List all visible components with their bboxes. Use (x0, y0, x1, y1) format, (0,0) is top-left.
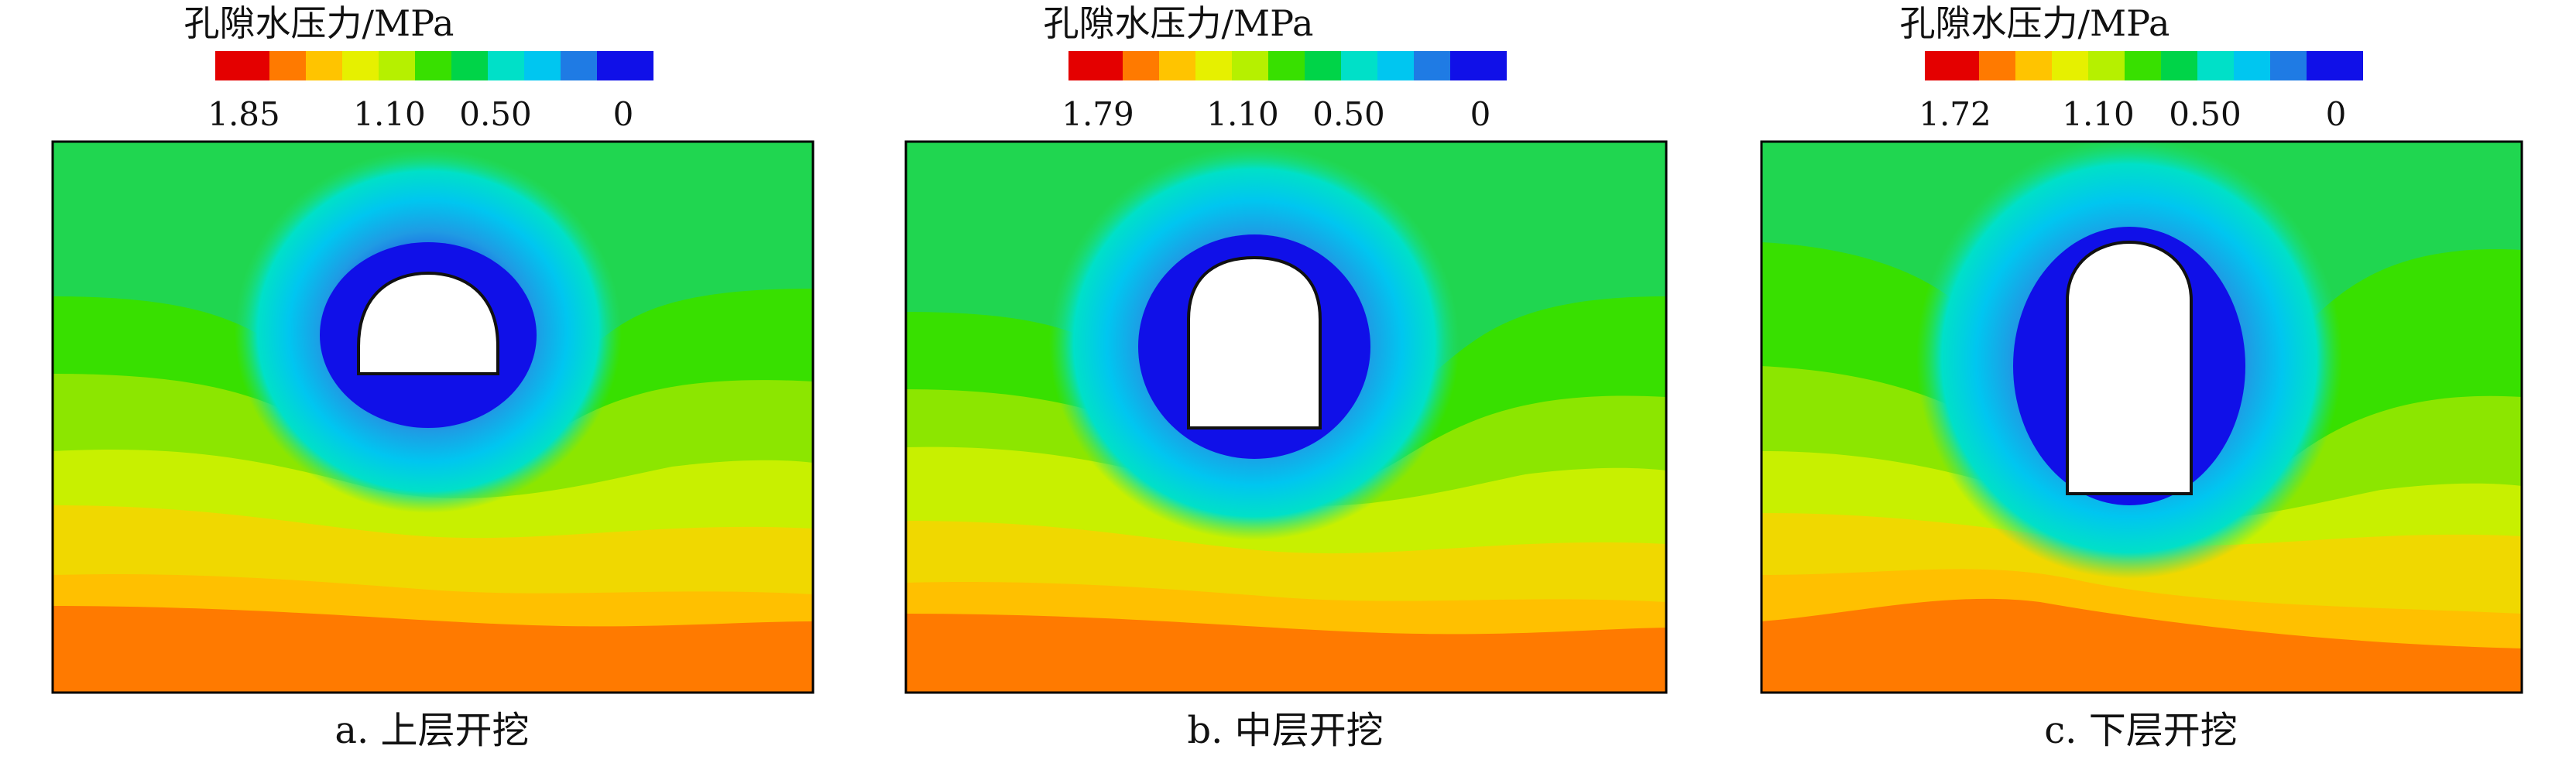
colorbar-a-swatch-6 (451, 51, 488, 80)
colorbar-a (215, 51, 653, 80)
tunnel-a (357, 271, 499, 375)
plot-frame-c (1760, 140, 2523, 694)
colorbar-a-swatch-4 (379, 51, 415, 80)
legend-title-c: 孔隙水压力/MPa (1900, 2, 2170, 44)
tick-c-0: 1.72 (1919, 95, 1991, 133)
colorbar-c-swatch-0 (1925, 51, 1979, 80)
caption-c: c. 下层开挖 (2044, 709, 2237, 752)
colorbar-c-swatch-7 (2197, 51, 2234, 80)
band-c-6 (1761, 598, 2522, 693)
colorbar-a-swatch-0 (215, 51, 269, 80)
colorbar-a-swatch-2 (306, 51, 342, 80)
tick-c-1: 1.10 (2062, 95, 2135, 133)
colorbar-c-swatch-6 (2161, 51, 2197, 80)
plot-frame-b (904, 140, 1668, 694)
colorbar-a-swatch-9 (561, 51, 597, 80)
colorbar-b-swatch-2 (1159, 51, 1195, 80)
tick-a-0: 1.85 (208, 95, 280, 133)
contour-plot-b (906, 142, 1666, 693)
colorbar-b-swatch-10 (1450, 51, 1507, 80)
colorbar-b-swatch-1 (1123, 51, 1159, 80)
tick-b-0: 1.79 (1062, 95, 1134, 133)
panel-b: 孔隙水压力/MPa 1.79 1.10 0.50 0 (904, 2, 1668, 752)
colorbar-c-swatch-9 (2270, 51, 2307, 80)
band-b-6 (906, 614, 1666, 693)
colorbar-a-swatch-8 (524, 51, 561, 80)
colorbar-c-swatch-1 (1979, 51, 2015, 80)
tunnel-c (2066, 240, 2193, 495)
colorbar-b-swatch-3 (1195, 51, 1232, 80)
colorbar-a-swatch-5 (415, 51, 451, 80)
tick-a-3: 0 (613, 95, 634, 133)
colorbar-c-swatch-5 (2125, 51, 2161, 80)
tick-b-1: 1.10 (1206, 95, 1279, 133)
band-a-6 (53, 606, 813, 693)
colorbar-c-swatch-8 (2234, 51, 2270, 80)
colorbar-c-swatch-2 (2015, 51, 2052, 80)
colorbar-c-swatch-10 (2307, 51, 2363, 80)
colorbar-b (1068, 51, 1507, 80)
tick-c-3: 0 (2326, 95, 2347, 133)
legend-title-a: 孔隙水压力/MPa (184, 2, 454, 44)
colorbar-a-swatch-7 (488, 51, 524, 80)
colorbar-a-swatch-3 (342, 51, 379, 80)
colorbar-b-swatch-5 (1268, 51, 1305, 80)
contour-plot-c (1761, 142, 2522, 693)
plot-frame-a (51, 140, 815, 694)
colorbar-c-swatch-4 (2088, 51, 2125, 80)
legend-title-b: 孔隙水压力/MPa (1044, 2, 1314, 44)
tick-a-1: 1.10 (353, 95, 426, 133)
colorbar-c (1925, 51, 2363, 80)
tick-b-2: 0.50 (1312, 95, 1385, 133)
colorbar-b-swatch-9 (1414, 51, 1450, 80)
colorbar-b-swatch-6 (1305, 51, 1341, 80)
panel-a: 孔隙水压力/MPa 1.85 1.10 0.50 0 (51, 2, 815, 752)
tick-b-3: 0 (1470, 95, 1491, 133)
colorbar-b-swatch-4 (1232, 51, 1268, 80)
contour-plot-a (53, 142, 813, 693)
caption-a: a. 上层开挖 (334, 709, 529, 752)
caption-b: b. 中层开挖 (1187, 709, 1383, 752)
tick-a-2: 0.50 (459, 95, 532, 133)
colorbar-a-swatch-1 (269, 51, 306, 80)
colorbar-c-swatch-3 (2052, 51, 2088, 80)
colorbar-b-swatch-7 (1341, 51, 1377, 80)
panel-c: 孔隙水压力/MPa 1.72 1.10 0.50 0 (1760, 2, 2523, 752)
colorbar-a-swatch-10 (597, 51, 653, 80)
tick-c-2: 0.50 (2169, 95, 2242, 133)
tunnel-b (1187, 255, 1322, 429)
colorbar-b-swatch-0 (1068, 51, 1123, 80)
colorbar-b-swatch-8 (1377, 51, 1414, 80)
